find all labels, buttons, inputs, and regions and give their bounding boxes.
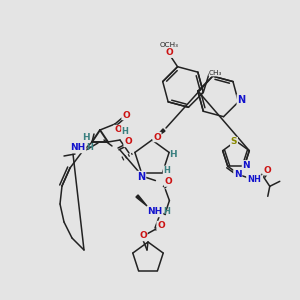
- Text: O: O: [139, 232, 147, 241]
- Text: O: O: [264, 166, 272, 175]
- Text: NH: NH: [147, 208, 163, 217]
- Polygon shape: [155, 129, 165, 138]
- Text: O: O: [164, 177, 172, 186]
- Text: N: N: [242, 161, 250, 170]
- Text: H: H: [122, 127, 128, 136]
- Text: H: H: [169, 150, 177, 159]
- Text: O: O: [124, 137, 132, 146]
- Text: O: O: [153, 133, 161, 142]
- Text: OCH₃: OCH₃: [160, 42, 179, 48]
- Text: O: O: [114, 125, 122, 134]
- Text: H: H: [163, 166, 170, 175]
- Text: NH: NH: [70, 143, 86, 152]
- Text: O: O: [166, 48, 173, 57]
- Text: N: N: [137, 172, 146, 182]
- Text: N: N: [237, 95, 245, 105]
- Text: N: N: [234, 170, 242, 179]
- Text: H: H: [82, 134, 90, 142]
- Text: H: H: [164, 208, 170, 217]
- Text: NH: NH: [247, 175, 261, 184]
- Text: S: S: [231, 137, 237, 146]
- Text: CH₃: CH₃: [209, 70, 222, 76]
- Text: O: O: [122, 110, 130, 119]
- Polygon shape: [136, 195, 147, 206]
- Text: O: O: [157, 221, 165, 230]
- Text: H: H: [87, 143, 93, 152]
